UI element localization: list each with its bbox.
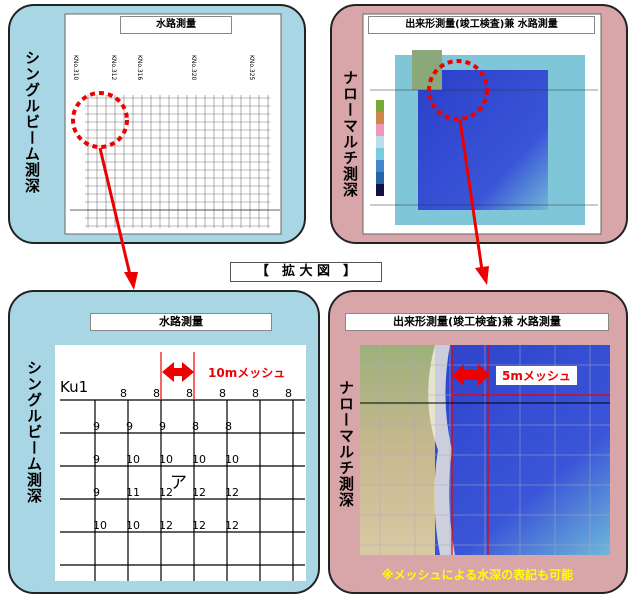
panel-title: 水路測量 [90,313,272,331]
point-label: Ku1 [60,378,88,396]
depth-value: 8 [186,387,193,400]
depth-value: 10 [159,453,173,466]
side-label: シングルビーム測深 [22,50,43,194]
depth-value: 9 [93,486,100,499]
legend-swatch [376,172,384,184]
legend-swatch [376,100,384,112]
depth-value: 9 [93,453,100,466]
depth-value: 10 [93,519,107,532]
depth-value: 12 [192,519,206,532]
station-label: KNo.325 [248,55,255,80]
depth-value: 12 [159,486,173,499]
note: ※メッシュによる水深の表記も可能 [345,566,610,583]
panel-title: 出来形測量(竣工検査)兼 水路測量 [368,16,595,34]
legend-swatch [376,148,384,160]
depth-value: 9 [159,420,166,433]
depth-value: 11 [126,486,140,499]
station-label: KNo.310 [72,55,79,80]
legend-swatch [376,124,384,136]
depth-value: 8 [219,387,226,400]
depth-value: 12 [225,486,239,499]
side-label: ナローマルチ測深 [336,380,357,508]
legend-swatch [376,160,384,172]
depth-value: 8 [252,387,259,400]
depth-value: 8 [285,387,292,400]
depth-value: 12 [192,486,206,499]
panel-title: 水路測量 [120,16,232,34]
depth-value: 12 [159,519,173,532]
mesh-label: 5mメッシュ [496,366,577,385]
depth-value: 12 [225,519,239,532]
station-label: KNo.316 [136,55,143,80]
legend-swatch [376,112,384,124]
depth-value: 10 [126,519,140,532]
mesh-label: 10mメッシュ [208,364,285,381]
depth-value: 8 [120,387,127,400]
depth-value: 8 [192,420,199,433]
station-label: KNo.320 [190,55,197,80]
panel-title: 出来形測量(竣工検査)兼 水路測量 [345,313,609,331]
depth-value: 10 [126,453,140,466]
artwork [0,0,633,597]
depth-value: 10 [192,453,206,466]
depth-value: 9 [126,420,133,433]
depth-value: 9 [93,420,100,433]
depth-value: 8 [225,420,232,433]
page: 水路測量 出来形測量(竣工検査)兼 水路測量 水路測量 出来形測量(竣工検査)兼… [0,0,633,597]
depth-value: 8 [153,387,160,400]
center-label: 【 拡 大 図 】 [230,262,382,282]
station-label: KNo.312 [110,55,117,80]
side-label: ナローマルチ測深 [340,70,361,198]
depth-value: 10 [225,453,239,466]
legend-swatch [376,184,384,196]
side-label: シングルビーム測深 [24,360,45,504]
legend-swatch [376,136,384,148]
